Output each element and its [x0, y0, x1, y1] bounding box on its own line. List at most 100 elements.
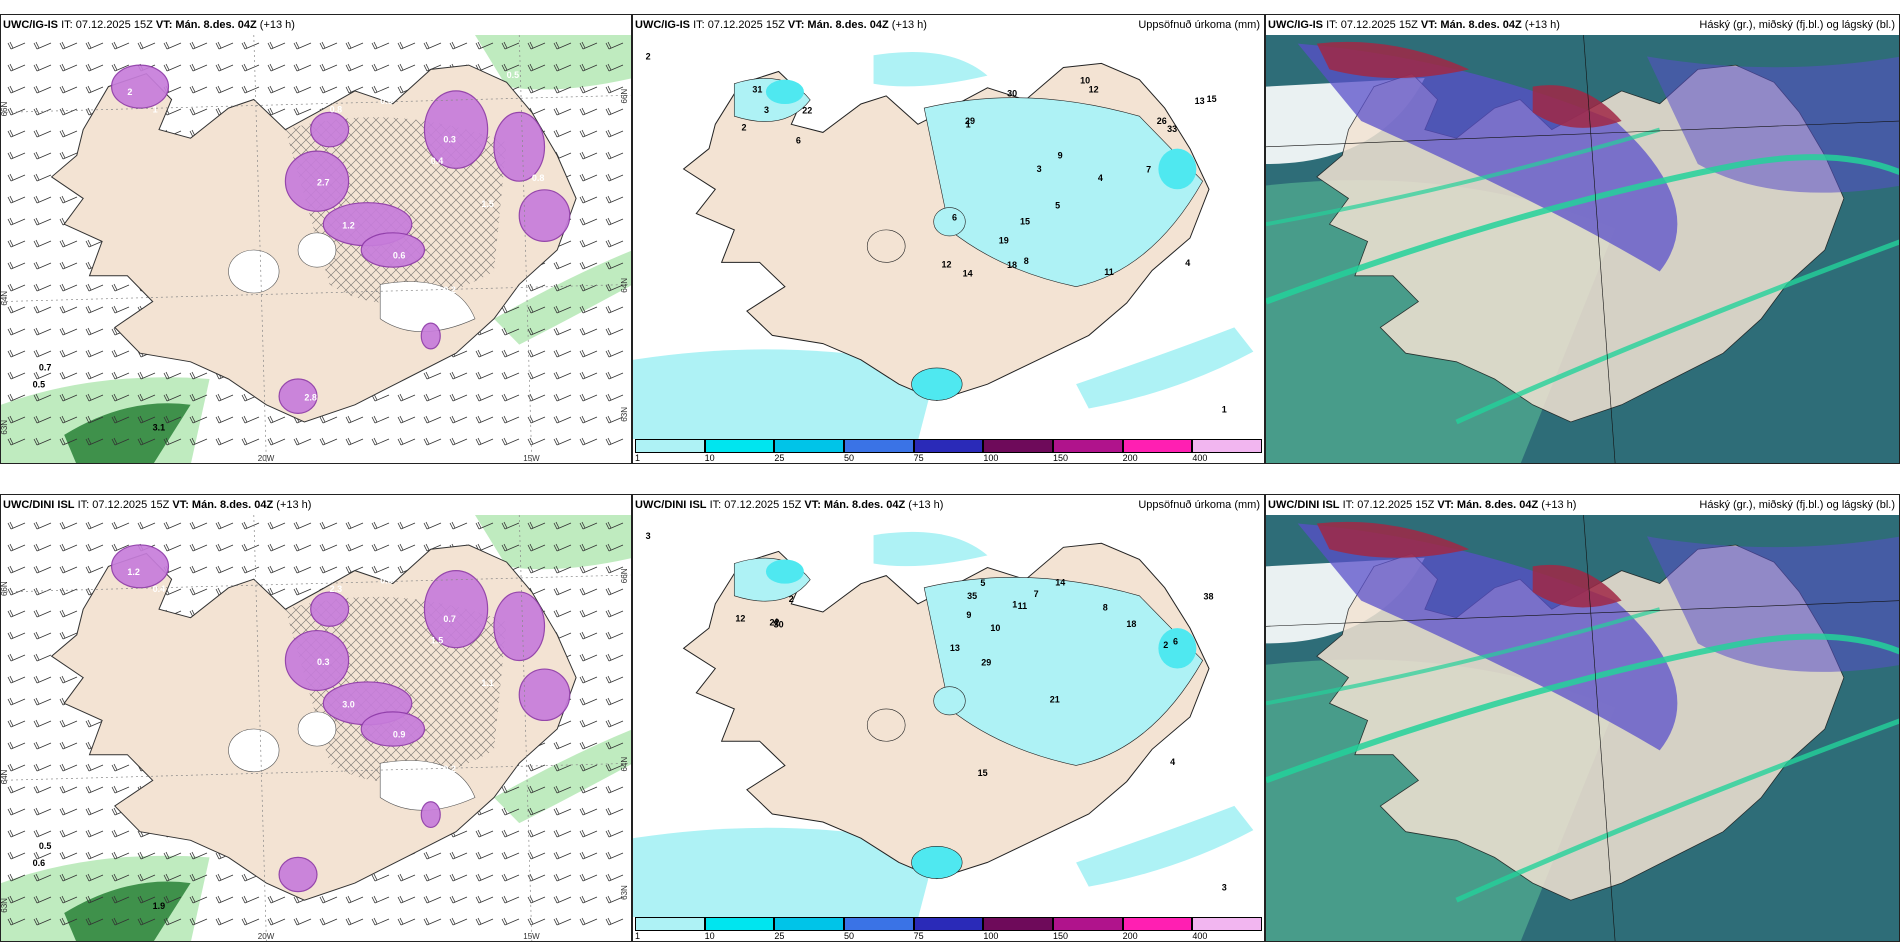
- value-label: 1.5: [481, 199, 494, 209]
- wind-barb: [267, 543, 286, 552]
- wind-barb: [7, 129, 26, 138]
- value-label: 0.8: [330, 104, 343, 114]
- wind-barb: [319, 521, 338, 530]
- valid-time: VT: Mán. 8.des. 04Z: [155, 19, 257, 31]
- value-label: 0.9: [393, 730, 406, 740]
- wind-barb: [33, 719, 52, 728]
- wind-barb: [85, 85, 104, 94]
- wind-barb: [449, 917, 468, 926]
- wind-barb: [7, 349, 26, 358]
- value-label: 1.5: [431, 635, 444, 645]
- wind-panel-row1: UWC/IG-IS IT: 07.12.2025 15Z VT: Mán. 8.…: [0, 14, 632, 464]
- precip-value: 3: [764, 105, 769, 115]
- wind-barb: [423, 851, 442, 860]
- wind-barb: [293, 107, 312, 116]
- wind-barb: [189, 393, 208, 402]
- lat-label: 63N: [1, 898, 9, 913]
- precip-value: 8: [1024, 256, 1029, 266]
- wind-barb: [33, 521, 52, 530]
- value-label: 0.4: [153, 584, 166, 594]
- wind-barb: [59, 305, 78, 314]
- wind-barb: [33, 587, 52, 596]
- wind-barb: [319, 85, 338, 94]
- wind-barb: [267, 415, 286, 424]
- legend-tick: 150: [1053, 453, 1069, 463]
- wind-barb: [111, 851, 130, 860]
- wind-barb: [267, 521, 286, 530]
- wind-barb: [85, 521, 104, 530]
- legend-swatch: [774, 917, 844, 931]
- legend-tick: 50: [844, 453, 855, 463]
- wind-barb: [163, 851, 182, 860]
- value-label: 0.2: [443, 285, 456, 295]
- wind-barb: [579, 895, 598, 904]
- wind-barb: [111, 873, 130, 882]
- legend-swatch: [913, 917, 984, 931]
- wind-barb: [605, 107, 624, 116]
- wind-barb: [59, 763, 78, 772]
- wind-barb: [137, 851, 156, 860]
- wind-barb: [7, 895, 26, 904]
- cloud-panel-row2: UWC/DINI ISL IT: 07.12.2025 15Z VT: Mán.…: [1265, 494, 1900, 942]
- wind-barb: [579, 587, 598, 596]
- wind-barb: [501, 851, 520, 860]
- wind-barb: [605, 851, 624, 860]
- sea-precip-core: [64, 403, 191, 463]
- sea-precip-band: [633, 349, 937, 441]
- value-label: 0.5: [33, 380, 46, 390]
- wind-barb: [553, 327, 572, 336]
- wind-barb: [33, 393, 52, 402]
- glacier: [228, 249, 280, 294]
- legend-swatch: [983, 917, 1053, 931]
- wind-barb: [397, 415, 416, 424]
- value-label: 0.2: [443, 764, 456, 774]
- wind-barb: [241, 41, 260, 50]
- wind-barb: [423, 521, 442, 530]
- wind-barb: [319, 415, 338, 424]
- wind-barb: [527, 63, 546, 72]
- wind-barb: [501, 829, 520, 838]
- precip-value: 5: [980, 578, 985, 588]
- wind-barb: [189, 415, 208, 424]
- wind-barb: [7, 437, 26, 446]
- precip-blob: [518, 189, 571, 243]
- wind-barb: [527, 349, 546, 358]
- wind-barb: [579, 631, 598, 640]
- wind-barb: [553, 129, 572, 138]
- valid-time: VT: Mán. 8.des. 04Z: [787, 19, 889, 31]
- init-time: IT: 07.12.2025 15Z: [709, 499, 802, 511]
- wind-barb: [293, 85, 312, 94]
- valid-time: VT: Mán. 8.des. 04Z: [804, 499, 906, 511]
- valid-time: VT: Mán. 8.des. 04Z: [1437, 499, 1539, 511]
- wind-barb: [371, 873, 390, 882]
- value-label: 3.1: [153, 423, 166, 433]
- graticule-line: [1583, 515, 1616, 941]
- wind-barb: [59, 239, 78, 248]
- wind-barb: [163, 917, 182, 926]
- wind-barb: [59, 129, 78, 138]
- precip-blob: [284, 629, 350, 692]
- wind-barb: [241, 85, 260, 94]
- wind-barb: [7, 587, 26, 596]
- wind-barb: [605, 261, 624, 270]
- sea-precip-band: [873, 531, 988, 567]
- wind-barb: [553, 305, 572, 314]
- wind-barb: [293, 587, 312, 596]
- value-label: 0.6: [33, 858, 46, 868]
- wind-barb: [579, 653, 598, 662]
- wind-barb: [527, 829, 546, 838]
- wind-barb: [7, 609, 26, 618]
- wind-barb: [605, 195, 624, 204]
- wind-barb: [527, 807, 546, 816]
- lat-label: 63N: [620, 407, 629, 422]
- wind-barb: [579, 371, 598, 380]
- wind-barb: [293, 63, 312, 72]
- wind-barb: [189, 851, 208, 860]
- land-precip-core: [1158, 628, 1197, 669]
- wind-barb: [85, 415, 104, 424]
- wind-barb: [215, 917, 234, 926]
- legend-tick: 1: [635, 453, 641, 463]
- wind-barb: [553, 807, 572, 816]
- wind-barb: [85, 41, 104, 50]
